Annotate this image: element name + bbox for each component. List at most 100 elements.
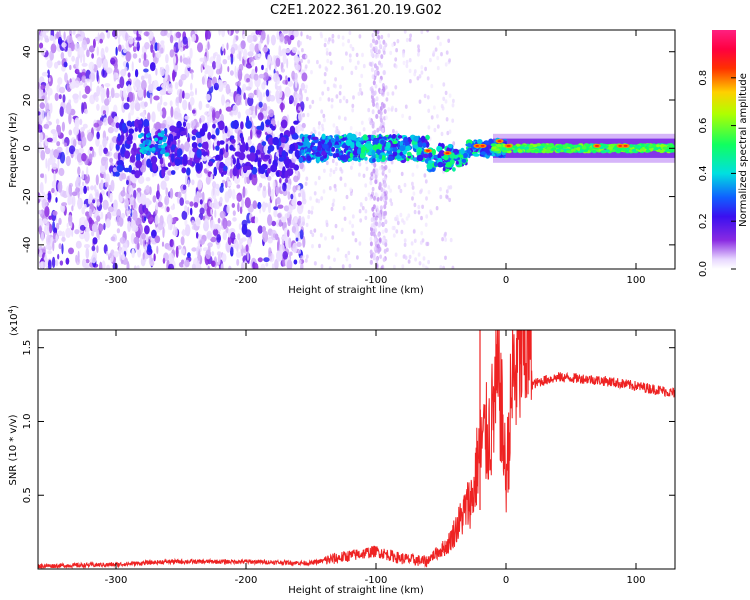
noise-cell — [384, 42, 388, 48]
noise-cell — [354, 238, 358, 243]
noise-cell — [206, 78, 212, 89]
noise-cell — [257, 202, 262, 209]
noise-cell — [83, 219, 89, 228]
hot-spot — [595, 144, 599, 147]
band-cell — [134, 127, 138, 132]
noise-cell — [350, 70, 354, 76]
noise-cell — [381, 192, 385, 197]
noise-cell — [75, 176, 81, 188]
noise-cell — [41, 95, 46, 101]
noise-cell — [334, 77, 337, 82]
noise-cell — [378, 126, 382, 132]
noise-cell — [52, 210, 58, 216]
noise-cell — [167, 170, 173, 176]
noise-cell — [49, 102, 53, 114]
noise-cell — [175, 246, 179, 258]
noise-cell — [75, 149, 80, 155]
noise-cell — [141, 75, 145, 81]
noise-cell — [236, 258, 240, 266]
noise-cell — [273, 72, 279, 83]
noise-cell — [115, 46, 118, 56]
noise-cell — [442, 96, 446, 102]
noise-cell — [113, 92, 120, 98]
noise-cell — [267, 54, 272, 66]
noise-cell — [341, 42, 345, 47]
noise-cell — [370, 67, 374, 73]
noise-cell — [73, 139, 77, 147]
noise-cell — [311, 205, 314, 211]
band-cell — [291, 133, 299, 140]
band-cell — [422, 142, 427, 148]
noise-cell — [368, 117, 372, 122]
noise-cell — [131, 248, 135, 258]
noise-cell — [165, 187, 168, 197]
noise-cell — [411, 172, 415, 177]
noise-cell — [162, 226, 165, 238]
noise-cell — [328, 51, 332, 56]
noise-cell — [313, 191, 317, 196]
noise-cell — [124, 66, 128, 72]
noise-cell — [133, 46, 137, 52]
noise-cell — [408, 115, 412, 121]
band-cell — [201, 151, 209, 156]
noise-cell — [95, 174, 99, 186]
band-cell — [322, 143, 329, 150]
noise-cell — [369, 249, 373, 255]
band-cell — [216, 140, 221, 147]
noise-cell — [119, 194, 123, 203]
noise-cell — [287, 80, 293, 87]
noise-cell — [247, 35, 254, 43]
noise-cell — [77, 166, 81, 176]
noise-cell — [237, 111, 241, 119]
noise-cell — [321, 123, 324, 128]
noise-cell — [132, 53, 138, 59]
noise-cell — [96, 85, 101, 97]
noise-cell — [145, 198, 150, 209]
noise-cell — [331, 202, 335, 207]
hot-spot — [445, 152, 450, 155]
noise-cell — [323, 72, 327, 77]
noise-cell — [135, 36, 142, 41]
noise-cell — [152, 195, 157, 203]
noise-cell — [99, 193, 103, 203]
noise-cell — [323, 42, 327, 48]
colorbar-tick-label: 0.6 — [698, 118, 709, 134]
noise-cell — [411, 196, 414, 201]
noise-cell — [314, 181, 318, 186]
noise-cell — [226, 204, 230, 214]
noise-cell — [374, 40, 378, 46]
band-cell — [191, 135, 196, 141]
noise-cell — [121, 213, 125, 219]
noise-cell — [100, 87, 106, 99]
noise-cell — [186, 159, 192, 165]
band-cell — [354, 157, 358, 162]
noise-cell — [402, 254, 406, 259]
noise-cell — [422, 256, 426, 261]
band-cell — [467, 142, 472, 147]
noise-cell — [329, 60, 333, 65]
band-cell — [146, 151, 151, 156]
noise-cell — [49, 223, 53, 234]
hot-spot — [623, 144, 628, 147]
noise-cell — [283, 205, 290, 212]
noise-cell — [282, 182, 287, 192]
noise-cell — [417, 204, 421, 210]
noise-cell — [91, 223, 98, 233]
band-cell — [117, 133, 121, 142]
noise-cell — [384, 195, 388, 201]
noise-cell — [451, 118, 455, 123]
noise-cell — [157, 201, 163, 208]
noise-cell — [271, 263, 275, 269]
band-cell — [604, 149, 610, 153]
band-cell — [162, 138, 167, 143]
noise-cell — [278, 45, 282, 55]
noise-cell — [311, 244, 314, 249]
x-tick-label: 0 — [503, 275, 509, 286]
noise-cell — [384, 200, 388, 206]
noise-cell — [345, 99, 349, 104]
noise-cell — [304, 88, 307, 94]
band-cell — [562, 144, 568, 149]
noise-cell — [201, 76, 205, 85]
noise-cell — [240, 40, 246, 50]
noise-cell — [258, 101, 263, 108]
